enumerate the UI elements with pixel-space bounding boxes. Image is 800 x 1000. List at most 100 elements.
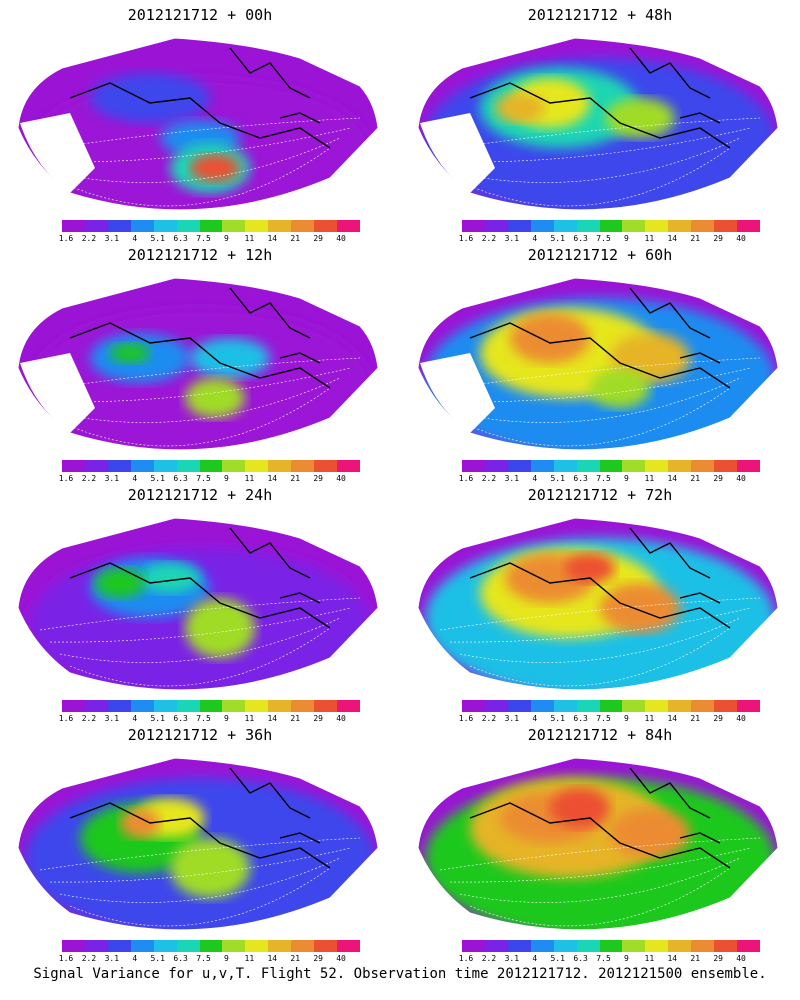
colorbar-tick-label: 4 — [532, 234, 538, 243]
graticule-line — [459, 137, 741, 183]
colorbar-tick-label: 9 — [624, 954, 629, 963]
variance-region — [90, 73, 210, 123]
colorbar-ticks: 1.6 2.2 3.1 4 5.1 6.3 7.5 9 11 14 21 29 40 — [55, 474, 365, 484]
colorbar-cell — [199, 220, 223, 232]
colorbar-cell — [714, 940, 738, 952]
map-outline — [417, 277, 779, 451]
colorbar — [62, 940, 360, 952]
colorbar-cell — [507, 220, 531, 232]
graticule-line — [469, 387, 731, 447]
variance-region — [95, 568, 145, 598]
colorbar-tick-label: 14 — [667, 234, 678, 243]
graticule-line — [39, 597, 361, 631]
colorbar-tick-label: 7.5 — [596, 714, 611, 723]
graticule-line — [459, 857, 741, 903]
colorbar-tick-label: 2.2 — [481, 714, 497, 723]
colorbar-tick-label: 5.1 — [550, 474, 565, 483]
colorbar-tick-label: 11 — [244, 714, 255, 723]
colorbar-cell — [668, 940, 692, 952]
colorbar-cell — [62, 700, 85, 712]
graticule-line — [39, 837, 361, 871]
variance-map — [417, 37, 779, 211]
colorbar-cell — [84, 220, 108, 232]
colorbar-cell — [62, 940, 85, 952]
colorbar-tick-label: 6.3 — [573, 234, 588, 243]
graticule-line — [59, 617, 341, 663]
colorbar-cell — [622, 700, 646, 712]
colorbar-cell — [130, 220, 154, 232]
colorbar — [462, 940, 760, 952]
colorbar-tick-label: 21 — [690, 234, 701, 243]
colorbar-cell — [62, 220, 85, 232]
colorbar-cell — [199, 460, 223, 472]
colorbar-tick-label: 40 — [336, 954, 346, 963]
colorbar-cell — [599, 220, 623, 232]
colorbar-cell — [130, 940, 154, 952]
forecast-panel: 2012121712 + 72h 1.6 2.2 3.1 4 5.1 6.3 7.5 9 11 14… — [400, 480, 800, 725]
colorbar-cell — [268, 700, 292, 712]
colorbar-tick-label: 29 — [713, 954, 723, 963]
colorbar-tick-label: 4 — [532, 954, 538, 963]
colorbar-tick-label: 21 — [690, 714, 701, 723]
variance-region — [565, 553, 615, 583]
colorbar-tick-label: 14 — [267, 474, 278, 483]
colorbar-cell — [645, 700, 669, 712]
colorbar-cell — [645, 940, 669, 952]
colorbar-cell — [691, 940, 715, 952]
colorbar-tick-label: 9 — [224, 714, 229, 723]
colorbar-tick-label: 6.3 — [573, 954, 588, 963]
colorbar-tick-label: 29 — [713, 474, 723, 483]
colorbar-tick-label: 5.1 — [150, 234, 165, 243]
variance-region — [185, 598, 255, 658]
graticule-line — [439, 597, 761, 631]
coastline — [69, 767, 331, 869]
missing-data-region — [20, 113, 95, 193]
colorbar-cell — [314, 460, 338, 472]
colorbar-tick-label: 3.1 — [104, 954, 120, 963]
colorbar-tick-label: 3.1 — [104, 234, 120, 243]
colorbar-cell — [599, 700, 623, 712]
colorbar-tick-label: 5.1 — [550, 714, 565, 723]
colorbar-ticks: 1.6 2.2 3.1 4 5.1 6.3 7.5 9 11 14 21 29 40 — [455, 954, 765, 964]
colorbar-tick-label: 40 — [736, 474, 746, 483]
colorbar-tick-label: 11 — [644, 474, 655, 483]
colorbar-tick-label: 5.1 — [150, 714, 165, 723]
colorbar-tick-label: 5.1 — [150, 474, 165, 483]
colorbar-ticks: 1.6 2.2 3.1 4 5.1 6.3 7.5 9 11 14 21 29 40 — [455, 714, 765, 724]
colorbar-cell — [668, 460, 692, 472]
colorbar-cell — [107, 220, 131, 232]
colorbar-cell — [130, 460, 154, 472]
variance-region — [600, 583, 680, 633]
colorbar-tick-label: 4 — [132, 714, 138, 723]
colorbar-tick-label: 2.2 — [81, 234, 97, 243]
colorbar-tick-label: 6.3 — [173, 474, 188, 483]
missing-data-region — [420, 113, 495, 193]
colorbar-tick-label: 9 — [624, 714, 629, 723]
colorbar-tick-label: 11 — [644, 714, 655, 723]
colorbar-tick-label: 40 — [336, 474, 346, 483]
graticule-line — [59, 137, 341, 183]
colorbar-tick-label: 14 — [267, 234, 278, 243]
colorbar-cell — [291, 940, 315, 952]
colorbar — [462, 460, 760, 472]
colorbar — [462, 220, 760, 232]
colorbar-cell — [530, 700, 554, 712]
panel-title: 2012121712 + 84h — [527, 726, 673, 744]
colorbar-tick-label: 1.6 — [58, 954, 74, 963]
graticule-line — [459, 377, 741, 423]
missing-data-region — [20, 353, 95, 433]
colorbar-tick-label: 7.5 — [196, 714, 211, 723]
colorbar-cell — [622, 460, 646, 472]
colorbar-cell — [107, 700, 131, 712]
colorbar-tick-label: 29 — [313, 714, 323, 723]
variance-region — [550, 788, 610, 828]
coastline — [69, 47, 331, 149]
colorbar — [62, 220, 360, 232]
colorbar-cell — [84, 460, 108, 472]
variance-region — [110, 343, 150, 363]
forecast-panel: 2012121712 + 36h 1.6 2.2 3.1 4 5.1 6.3 7.5 9 11 14… — [0, 720, 400, 965]
colorbar-cell — [737, 220, 760, 232]
variance-region — [170, 838, 250, 898]
colorbar-tick-label: 7.5 — [596, 954, 611, 963]
map-outline — [417, 37, 779, 211]
